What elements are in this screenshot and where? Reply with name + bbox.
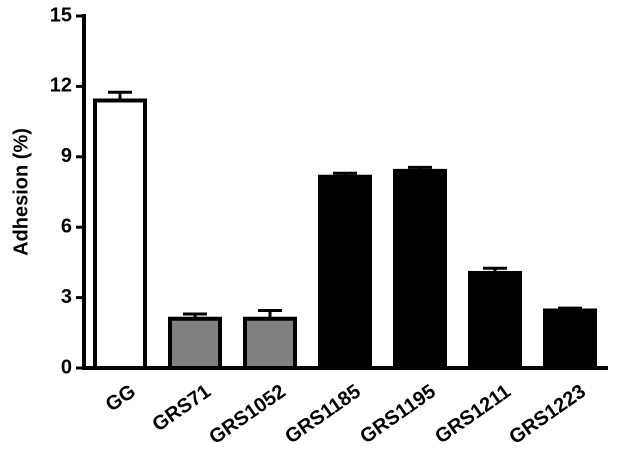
x-tick-label: GG: [102, 380, 140, 416]
bar: [243, 316, 297, 370]
y-tick-label: 6: [61, 215, 72, 237]
x-tick-label: GRS71: [149, 380, 215, 436]
x-tick-label: GRS1211: [431, 380, 515, 448]
x-tick-label: GRS1052: [205, 380, 290, 448]
bar: [93, 98, 147, 370]
bar: [543, 308, 597, 370]
bar: [168, 316, 222, 370]
x-tick-label: GRS1223: [505, 380, 590, 448]
y-tick-label: 9: [61, 145, 72, 167]
y-tick-label: 12: [50, 75, 72, 97]
y-tick-label: 15: [50, 4, 72, 26]
bar: [393, 168, 447, 370]
y-axis-label: Adhesion (%): [10, 128, 32, 256]
bar: [318, 174, 372, 370]
bar: [468, 270, 522, 370]
x-tick-label: GRS1185: [281, 380, 365, 448]
x-tick-label: GRS1195: [356, 380, 440, 448]
y-tick-label: 3: [61, 286, 72, 308]
y-tick-label: 0: [61, 356, 72, 378]
